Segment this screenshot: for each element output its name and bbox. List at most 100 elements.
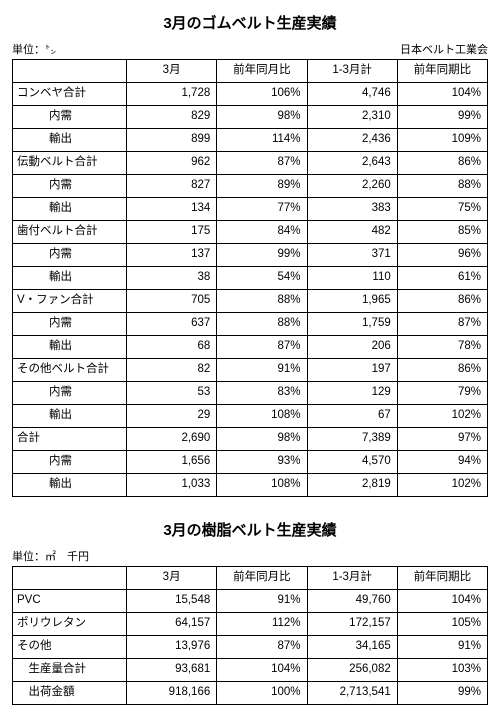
table-row: 歯付ベルト合計17584%48285% [13,221,488,244]
row-value: 88% [217,313,307,336]
row-value: 61% [397,267,487,290]
row-value: 4,570 [307,451,397,474]
row-value: 172,157 [307,613,397,636]
row-value: 2,310 [307,106,397,129]
row-value: 13,976 [127,636,217,659]
row-value: 637 [127,313,217,336]
table1-unit: 単位：㌧ [12,41,56,57]
table-row: 内需82789%2,26088% [13,175,488,198]
row-value: 53 [127,382,217,405]
row-value: 91% [397,636,487,659]
row-label: 内需 [13,175,127,198]
row-value: 1,728 [127,83,217,106]
table1-header-col: 前年同月比 [217,60,307,83]
row-value: 64,157 [127,613,217,636]
row-value: 99% [217,244,307,267]
row-label: コンベヤ合計 [13,83,127,106]
row-label: 輸出 [13,405,127,428]
row-label: 輸出 [13,474,127,497]
table1-header-blank [13,60,127,83]
row-value: 83% [217,382,307,405]
row-value: 104% [217,659,307,682]
row-value: 705 [127,290,217,313]
row-value: 4,746 [307,83,397,106]
table-row: その他13,97687%34,16591% [13,636,488,659]
row-value: 85% [397,221,487,244]
row-value: 97% [397,428,487,451]
row-value: 899 [127,129,217,152]
row-value: 54% [217,267,307,290]
row-value: 15,548 [127,590,217,613]
row-value: 75% [397,198,487,221]
table1-header-col: 前年同期比 [397,60,487,83]
row-value: 109% [397,129,487,152]
row-value: 103% [397,659,487,682]
row-value: 1,759 [307,313,397,336]
table1-source: 日本ベルト工業会 [400,41,488,57]
table-row: 輸出899114%2,436109% [13,129,488,152]
row-value: 49,760 [307,590,397,613]
table-row: 合計2,69098%7,38997% [13,428,488,451]
row-label: 輸出 [13,198,127,221]
row-value: 102% [397,474,487,497]
row-label: その他ベルト合計 [13,359,127,382]
row-value: 108% [217,474,307,497]
row-label: 内需 [13,382,127,405]
row-value: 86% [397,152,487,175]
table-row: その他ベルト合計8291%19786% [13,359,488,382]
row-value: 87% [217,152,307,175]
table-row: 輸出3854%11061% [13,267,488,290]
row-value: 96% [397,244,487,267]
row-value: 79% [397,382,487,405]
table-row: 内需63788%1,75987% [13,313,488,336]
row-value: 34,165 [307,636,397,659]
row-value: 105% [397,613,487,636]
table-row: コンベヤ合計1,728106%4,746104% [13,83,488,106]
row-label: ポリウレタン [13,613,127,636]
table2-header-col: 1-3月計 [307,567,397,590]
row-label: 内需 [13,244,127,267]
row-value: 918,166 [127,682,217,705]
row-label: 内需 [13,451,127,474]
row-value: 86% [397,359,487,382]
row-value: 827 [127,175,217,198]
row-value: 175 [127,221,217,244]
row-value: 2,819 [307,474,397,497]
row-value: 2,643 [307,152,397,175]
row-value: 88% [217,290,307,313]
row-value: 197 [307,359,397,382]
row-value: 38 [127,267,217,290]
row-label: 輸出 [13,129,127,152]
table-row: 輸出13477%38375% [13,198,488,221]
row-value: 93% [217,451,307,474]
row-value: 134 [127,198,217,221]
row-value: 98% [217,106,307,129]
row-value: 86% [397,290,487,313]
row-value: 371 [307,244,397,267]
row-label: 輸出 [13,336,127,359]
row-value: 93,681 [127,659,217,682]
table1-header-row: 3月 前年同月比 1-3月計 前年同期比 [13,60,488,83]
row-label: 生産量合計 [13,659,127,682]
table-row: PVC15,54891%49,760104% [13,590,488,613]
row-value: 98% [217,428,307,451]
row-value: 2,260 [307,175,397,198]
row-value: 137 [127,244,217,267]
row-value: 87% [397,313,487,336]
table-row: 輸出29108%67102% [13,405,488,428]
row-label: 合計 [13,428,127,451]
table2-header-row: 3月 前年同月比 1-3月計 前年同期比 [13,567,488,590]
table-row: 伝動ベルト合計96287%2,64386% [13,152,488,175]
row-label: PVC [13,590,127,613]
row-value: 102% [397,405,487,428]
table-row: 内需5383%12979% [13,382,488,405]
row-value: 94% [397,451,487,474]
table1-header-col: 1-3月計 [307,60,397,83]
row-label: 伝動ベルト合計 [13,152,127,175]
table-row: 輸出1,033108%2,819102% [13,474,488,497]
row-value: 114% [217,129,307,152]
row-value: 1,656 [127,451,217,474]
table-row: V・ファン合計70588%1,96586% [13,290,488,313]
table1-header-col: 3月 [127,60,217,83]
row-value: 68 [127,336,217,359]
